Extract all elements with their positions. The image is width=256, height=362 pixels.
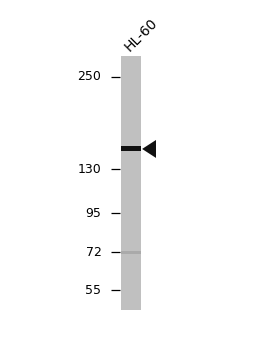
Bar	[121, 251, 141, 254]
Text: HL-60: HL-60	[122, 16, 161, 55]
Text: 250: 250	[78, 71, 101, 83]
Bar	[121, 56, 141, 310]
Text: 55: 55	[86, 284, 101, 297]
Text: 95: 95	[86, 207, 101, 220]
Text: 72: 72	[86, 246, 101, 259]
Bar	[121, 147, 141, 151]
Text: 130: 130	[78, 163, 101, 176]
Polygon shape	[142, 140, 156, 158]
